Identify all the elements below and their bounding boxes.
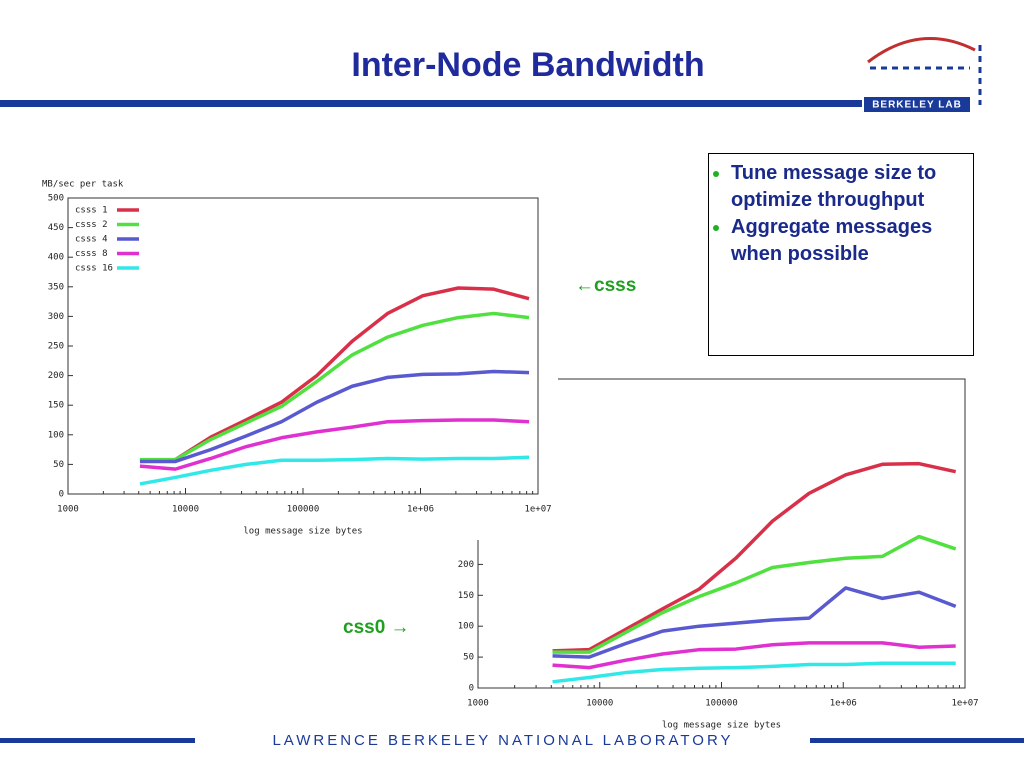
series-line [552, 661, 956, 684]
annotation: css0 → [343, 617, 410, 638]
logo-text: BERKELEY LAB [872, 100, 962, 111]
legend-label: csss 1 [75, 206, 108, 216]
y-tick-label: 300 [48, 312, 64, 322]
x-tick-label: 1e+06 [407, 505, 434, 515]
series-line [552, 641, 956, 670]
y-tick-label: 50 [53, 460, 64, 470]
x-tick-label: 1e+06 [830, 699, 857, 709]
legend-label: csss 8 [75, 249, 108, 259]
bullet: Tune message size to optimize throughput [731, 160, 965, 214]
logo-building [870, 45, 982, 105]
series-line [552, 534, 957, 654]
y-tick-label: 100 [458, 622, 474, 632]
legend-label: csss 4 [75, 235, 108, 245]
y-tick-label: 200 [458, 560, 474, 570]
bullet: Aggregate messages when possible [731, 214, 965, 268]
y-tick-label: 500 [48, 194, 64, 204]
series-line [139, 311, 530, 462]
bullet-list: Tune message size to optimize throughput… [719, 160, 965, 268]
bullet-box: Tune message size to optimize throughput… [708, 153, 974, 356]
x-tick-label: 100000 [287, 505, 320, 515]
chart-backdrop [30, 165, 558, 540]
y-tick-label: 400 [48, 253, 64, 263]
x-tick-label: 10000 [172, 505, 199, 515]
x-axis-label: log message size bytes [662, 721, 781, 731]
x-tick-label: 1000 [57, 505, 79, 515]
y-axis-label: MB/sec per task [42, 180, 124, 190]
series-line [552, 586, 957, 659]
annotation: ←csss [575, 275, 636, 296]
x-axis-label: log message size bytes [243, 527, 362, 537]
x-tick-label: 10000 [586, 699, 613, 709]
x-tick-label: 1e+07 [951, 699, 978, 709]
y-tick-label: 0 [59, 490, 64, 500]
header-rule [0, 100, 862, 107]
y-tick-label: 200 [48, 371, 64, 381]
logo-box [864, 97, 970, 112]
footer-rule-right [810, 738, 1024, 743]
y-tick-label: 50 [463, 653, 474, 663]
y-tick-label: 450 [48, 223, 64, 233]
y-tick-label: 150 [458, 591, 474, 601]
logo-arc [867, 37, 976, 64]
y-tick-label: 100 [48, 430, 64, 440]
y-tick-label: 0 [469, 684, 474, 694]
series-line [139, 369, 530, 464]
legend-label: csss 16 [75, 264, 113, 274]
footer-rule-left [0, 738, 195, 743]
y-tick-label: 250 [48, 342, 64, 352]
y-tick-label: 350 [48, 282, 64, 292]
series-line [139, 418, 530, 471]
slide-title: Inter-Node Bandwidth [351, 46, 704, 84]
x-tick-label: 1e+07 [524, 505, 551, 515]
y-tick-label: 150 [48, 401, 64, 411]
legend-label: csss 2 [75, 220, 108, 230]
series-line [139, 455, 530, 486]
x-tick-label: 1000 [467, 699, 489, 709]
x-tick-label: 100000 [705, 699, 738, 709]
footer-text: LAWRENCE BERKELEY NATIONAL LABORATORY [272, 732, 733, 749]
series-line [552, 461, 957, 653]
